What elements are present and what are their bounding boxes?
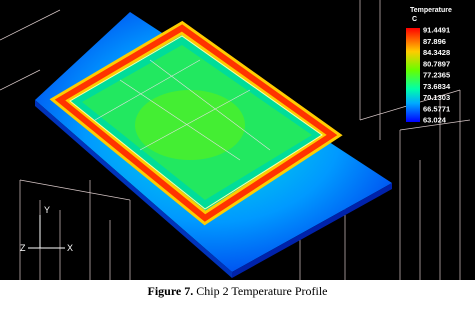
chip-ring [69,35,323,210]
caption-label: Figure 7. [147,284,194,298]
legend: Temperature C 91.4491 87.896 84.3428 80.789… [406,7,452,125]
legend-label: 66.5771 [423,104,450,113]
legend-label: 70.1303 [423,93,450,102]
legend-label: 63.024 [423,116,447,125]
chip-ring [54,24,338,222]
chip-hotspot [135,90,245,160]
legend-title: Temperature [410,7,452,14]
plate-edge [232,183,392,278]
axis-label: Y [44,205,50,215]
colorbar [406,28,420,122]
plate-edge [35,100,232,278]
legend-label: 91.4491 [423,26,450,35]
caption: Figure 7. Chip 2 Temperature Profile [0,284,475,299]
legend-label: 77.2365 [423,71,450,80]
caption-text: Chip 2 Temperature Profile [196,284,328,298]
axis-triad: Y Z X [20,205,73,253]
legend-unit: C [412,16,417,23]
axis-label: X [67,243,73,253]
axis-label: Z [20,243,26,253]
legend-label: 73.6834 [423,82,451,91]
legend-label: 84.3428 [423,48,450,57]
render: Y Z X Temperature C 91.4491 87.896 84.3428… [0,0,475,280]
wireframe [94,59,271,161]
legend-label: 87.896 [423,37,446,46]
legend-label: 80.7897 [423,59,450,68]
